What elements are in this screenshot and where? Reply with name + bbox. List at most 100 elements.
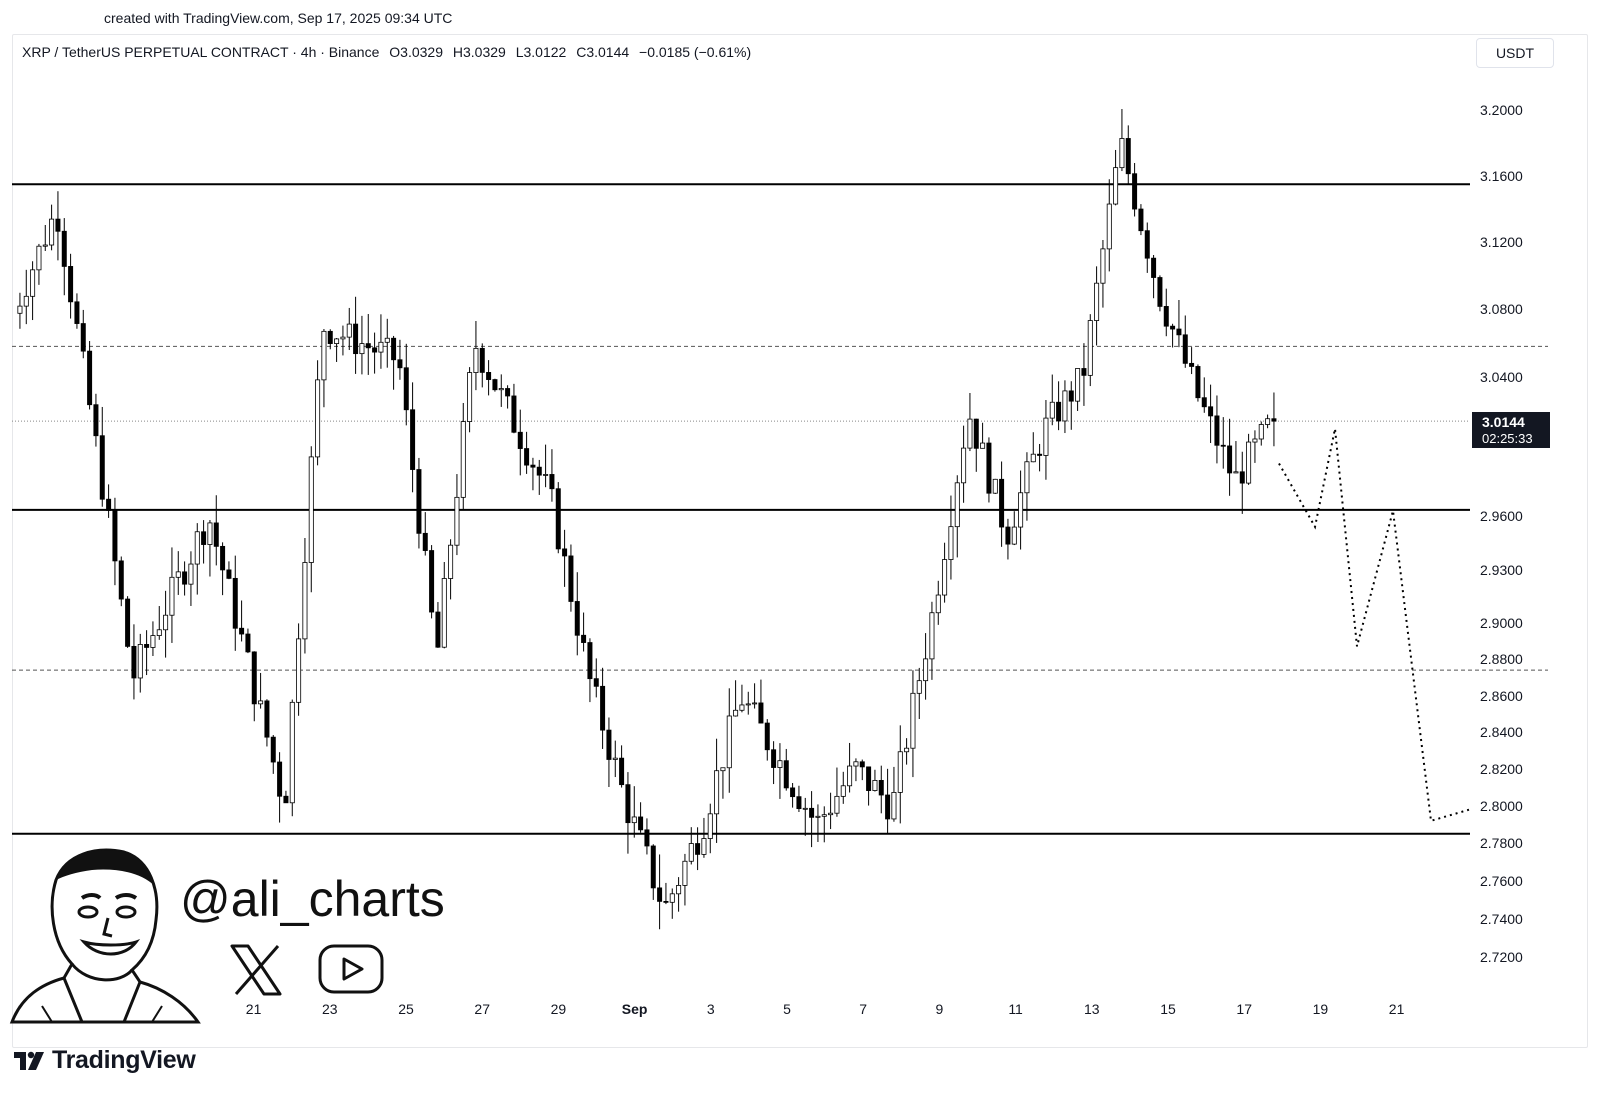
candle-up <box>891 792 897 820</box>
candle-up <box>1265 418 1271 425</box>
time-tick-label: 21 <box>1389 1001 1405 1017</box>
candle-down <box>391 337 397 361</box>
candle-down <box>1227 445 1233 474</box>
price-tick-label: 2.8200 <box>1480 761 1523 777</box>
price-axis: 3.2000 3.1600 3.1200 3.0800 3.0400 2.9600 2.93… <box>1480 102 1523 965</box>
ohlc-open: O3.0329 <box>389 44 443 60</box>
candle-down <box>517 431 523 449</box>
chart-frame <box>12 34 1588 1048</box>
candle-up <box>954 482 960 528</box>
candle-up <box>707 813 713 839</box>
candle-down <box>695 843 701 855</box>
candle-down <box>80 323 86 352</box>
candle-down <box>619 757 625 786</box>
candle-up <box>175 571 181 578</box>
candle-down <box>372 347 378 353</box>
candle-up <box>1030 453 1036 463</box>
candle-up <box>163 614 169 631</box>
projection-path <box>1278 428 1470 823</box>
currency-selector[interactable]: USDT <box>1476 38 1554 68</box>
candle-up <box>156 629 162 636</box>
candle-down <box>220 545 226 571</box>
candle-down <box>1189 362 1195 367</box>
youtube-icon <box>318 944 384 994</box>
candle-down <box>61 230 67 267</box>
candle-up <box>669 893 675 903</box>
candle-down <box>74 301 80 324</box>
candle-up <box>726 715 732 769</box>
price-tick-label: 3.0800 <box>1480 301 1523 317</box>
candle-down <box>264 700 270 738</box>
tradingview-logo-icon <box>14 1051 44 1070</box>
candle-up <box>961 447 967 484</box>
candle-down <box>606 729 612 760</box>
candle-up <box>853 761 859 767</box>
candle-down <box>999 478 1005 528</box>
time-tick-label: 29 <box>551 1001 567 1017</box>
price-tick-label: 3.1600 <box>1480 168 1523 184</box>
candle-down <box>885 794 891 820</box>
candle-up <box>188 563 194 585</box>
candle-down <box>87 350 93 406</box>
time-tick-label: 27 <box>474 1001 490 1017</box>
candle-down <box>435 611 441 648</box>
candle-down <box>783 760 789 789</box>
candle-down <box>524 448 530 466</box>
candle-down <box>505 388 511 397</box>
candle-down <box>866 766 872 791</box>
candle-up <box>315 379 321 458</box>
candle-up <box>916 680 922 694</box>
candle-up <box>1258 424 1264 440</box>
candle-up <box>948 526 954 560</box>
candle-up <box>676 885 682 895</box>
symbol-info-bar: XRP / TetherUS PERPETUAL CONTRACT · 4h ·… <box>22 44 757 60</box>
candle-down <box>790 787 796 798</box>
candle-down <box>245 633 251 653</box>
candle-up <box>1075 368 1081 402</box>
candle-down <box>764 722 770 751</box>
candle-up <box>1018 492 1024 528</box>
candle-down <box>1056 401 1062 422</box>
candle-down <box>251 651 257 705</box>
candle-up <box>967 418 973 449</box>
candle-down <box>277 761 283 797</box>
candle-up <box>1252 438 1258 443</box>
candle-down <box>530 464 536 468</box>
candle-up <box>720 767 726 772</box>
candle-down <box>1220 444 1226 447</box>
price-tick-label: 2.7600 <box>1480 873 1523 889</box>
candle-up <box>17 305 23 314</box>
candle-down <box>587 642 593 680</box>
candle-up <box>460 421 466 498</box>
price-tick-label: 2.8800 <box>1480 651 1523 667</box>
candle-down <box>650 845 656 889</box>
candle-up <box>137 644 143 679</box>
time-tick-label: 23 <box>322 1001 338 1017</box>
candle-up <box>980 442 986 449</box>
candle-down <box>1132 173 1138 210</box>
tradingview-logo[interactable]: TradingView <box>14 1046 196 1075</box>
time-tick-label: 15 <box>1160 1001 1176 1017</box>
candle-up <box>498 388 504 391</box>
candle-up <box>904 747 910 753</box>
candle-up <box>543 474 549 476</box>
candle-down <box>511 395 517 433</box>
candle-up <box>1246 441 1252 484</box>
candle-up <box>847 765 853 787</box>
candle-down <box>663 900 669 903</box>
symbol-title[interactable]: XRP / TetherUS PERPETUAL CONTRACT · 4h ·… <box>22 44 380 60</box>
candle-down <box>1068 390 1074 402</box>
candle-up <box>346 323 352 338</box>
candles <box>17 109 1277 930</box>
candle-down <box>574 601 580 636</box>
candle-up <box>1049 401 1055 419</box>
time-tick-label: Sep <box>622 1001 648 1017</box>
candle-up <box>631 816 637 824</box>
candle-up <box>1087 320 1093 376</box>
candle-down <box>568 555 574 602</box>
candle-up <box>384 337 390 343</box>
candle-up <box>258 700 264 705</box>
candle-down <box>625 784 631 824</box>
candle-down <box>1125 138 1131 175</box>
